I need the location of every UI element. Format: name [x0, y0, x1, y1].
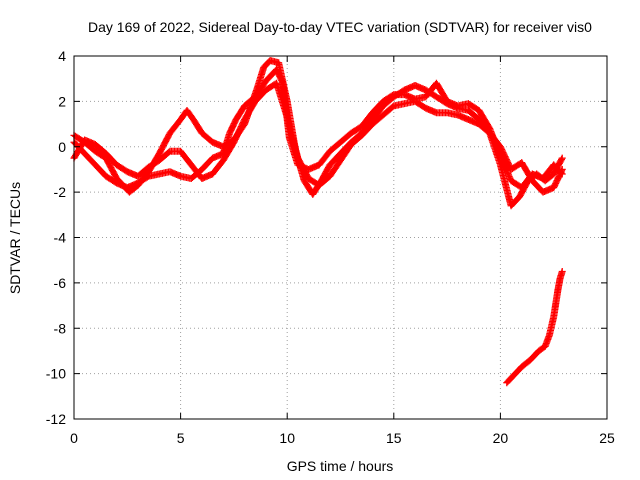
y-tick-label: 4 — [58, 48, 66, 64]
x-tick-label: 25 — [599, 430, 615, 446]
data-point — [558, 268, 566, 276]
chart-title: Day 169 of 2022, Sidereal Day-to-day VTE… — [88, 19, 592, 35]
y-tick-label: -2 — [54, 184, 67, 200]
data-marks — [70, 57, 566, 387]
data-point — [558, 155, 566, 163]
series-3 — [70, 66, 566, 192]
y-tick-label: -4 — [54, 230, 67, 246]
series-4 — [503, 268, 566, 387]
data-point — [557, 169, 565, 177]
axis-ticks: 0 5 10 15 20 25 -12 -10 -8 -6 -4 -2 0 2 4 — [46, 48, 615, 446]
y-tick-label: 2 — [58, 93, 66, 109]
grid — [74, 56, 607, 419]
x-tick-label: 10 — [279, 430, 295, 446]
y-tick-label: -6 — [54, 275, 67, 291]
y-tick-label: 0 — [58, 139, 66, 155]
y-tick-label: -8 — [54, 320, 67, 336]
x-tick-label: 5 — [177, 430, 185, 446]
x-tick-label: 20 — [493, 430, 509, 446]
x-tick-label: 15 — [386, 430, 402, 446]
x-axis-label: GPS time / hours — [287, 458, 394, 474]
data-point — [558, 154, 566, 162]
y-tick-label: -10 — [46, 366, 66, 382]
y-tick-label: -12 — [46, 411, 66, 427]
y-axis-label: SDTVAR / TECUs — [7, 182, 23, 294]
x-tick-label: 0 — [70, 430, 78, 446]
data-point — [558, 170, 566, 178]
